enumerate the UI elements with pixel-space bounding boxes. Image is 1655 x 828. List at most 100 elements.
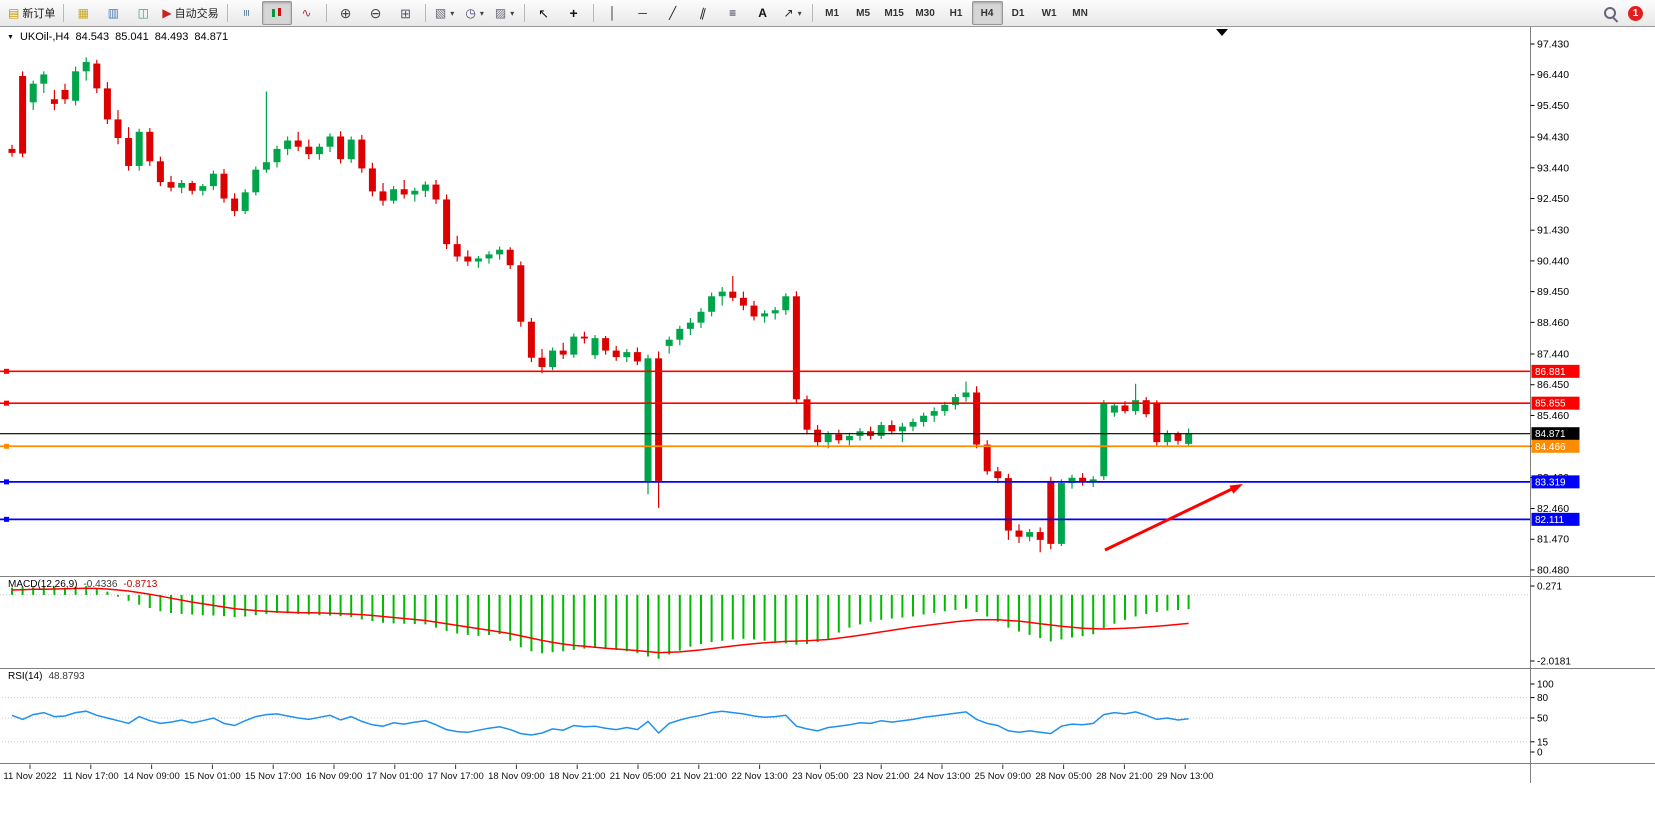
svg-text:15 Nov 17:00: 15 Nov 17:00 (245, 771, 302, 782)
toolbar-separator (523, 4, 525, 22)
text-button[interactable]: A (748, 1, 778, 25)
trendline-icon: ╱ (668, 6, 677, 20)
horizontal-line-icon: ─ (638, 6, 647, 20)
time-axis-labels[interactable]: 11 Nov 2022 11 Nov 17:00 14 Nov 09:00 15 No… (3, 764, 1213, 783)
new-chart-icon: ▧ (434, 6, 447, 20)
crosshair-button[interactable]: + (559, 1, 589, 25)
chart-windows-icon: ▦ (77, 6, 90, 20)
svg-text:22 Nov 13:00: 22 Nov 13:00 (731, 771, 788, 782)
channel-icon: ∥ (697, 5, 708, 21)
svg-text:97.430: 97.430 (1537, 39, 1569, 51)
candlestick-chart-icon (270, 7, 283, 19)
svg-text:96.440: 96.440 (1537, 69, 1569, 81)
new-chart-button[interactable]: ▧ ▾ (430, 1, 460, 25)
svg-text:11 Nov 2022: 11 Nov 2022 (3, 771, 56, 782)
notification-badge[interactable]: 1 (1628, 5, 1643, 21)
svg-text:21 Nov 21:00: 21 Nov 21:00 (671, 771, 728, 782)
toolbar-right: 1 (1603, 5, 1651, 21)
svg-text:90.440: 90.440 (1537, 255, 1569, 267)
search-icon[interactable] (1603, 6, 1618, 21)
auto-trading-icon: ▶ (162, 6, 172, 20)
svg-text:17 Nov 01:00: 17 Nov 01:00 (367, 771, 424, 782)
svg-text:87.440: 87.440 (1537, 348, 1569, 360)
horizontal-line-button[interactable]: ─ (628, 1, 658, 25)
toolbar-separator (226, 4, 228, 22)
svg-text:28 Nov 21:00: 28 Nov 21:00 (1096, 771, 1153, 782)
trend-arrow-annotation[interactable] (1104, 484, 1243, 552)
zoom-in-button[interactable]: ⊕ (331, 1, 361, 25)
pane-separators (0, 27, 1655, 783)
svg-text:86.450: 86.450 (1537, 379, 1569, 391)
chart-low: 84.493 (154, 31, 189, 43)
timeframe-h1-button[interactable]: H1 (949, 7, 963, 19)
templates-button[interactable]: ▨ ▾ (490, 1, 520, 25)
svg-text:15 Nov 01:00: 15 Nov 01:00 (184, 771, 241, 782)
periods-button[interactable]: ◷ ▾ (460, 1, 490, 25)
auto-trading-label: 自动交易 (174, 8, 219, 20)
profiles-icon: ▥ (107, 6, 120, 20)
toolbar-separator (592, 4, 594, 22)
timeframe-m1-button[interactable]: M1 (825, 7, 840, 19)
profiles-button[interactable]: ▥ (98, 1, 128, 25)
cursor-button[interactable]: ↖ (529, 1, 559, 25)
toolbar: ▤ 新订单 ▦ ▥ ◫ ▶ 自动交易 ≡ ∿ ⊕ ⊖ ⊞ ▧ ▾ ◷ ▾ ▨ ▾ ↖ + │ ─ ╱ ∥ ≡ A ↗ ▾ M1 M5 M1… (0, 0, 1655, 27)
chart-dropdown-icon[interactable] (7, 34, 14, 41)
chart-canvas[interactable]: 97.430 96.440 95.450 94.430 93.440 92.450 91.4… (0, 27, 1655, 828)
templates-caret-icon: ▾ (510, 8, 515, 18)
new-order-button[interactable]: ▤ 新订单 (4, 1, 59, 25)
arrows-button[interactable]: ↗ ▾ (778, 1, 808, 25)
price-level-lines[interactable] (0, 368, 1530, 522)
chart-close: 84.871 (194, 31, 229, 43)
candlesticks-button[interactable] (261, 1, 292, 25)
zoom-out-button[interactable]: ⊖ (361, 1, 391, 25)
tile-windows-button[interactable]: ⊞ (391, 1, 421, 25)
cursor-icon: ↖ (538, 5, 550, 21)
timeframe-d1-button[interactable]: D1 (1011, 7, 1025, 19)
arrows-icon: ↗ (783, 6, 794, 20)
price-axis-labels[interactable]: 97.430 96.440 95.450 94.430 93.440 92.450 91.4… (1530, 39, 1570, 577)
fibonacci-button[interactable]: ≡ (718, 1, 748, 25)
timeframe-m15-button[interactable]: M15 (884, 7, 904, 19)
line-chart-button[interactable]: ∿ (292, 1, 322, 25)
bar-chart-button[interactable]: ≡ (232, 1, 262, 25)
periods-caret-icon: ▾ (479, 8, 484, 18)
svg-text:80.480: 80.480 (1537, 564, 1569, 576)
svg-text:100: 100 (1537, 680, 1554, 691)
text-icon: A (758, 6, 767, 20)
timeframe-w1-button[interactable]: W1 (1041, 7, 1057, 19)
auto-trading-button[interactable]: ▶ 自动交易 (158, 1, 222, 25)
svg-text:92.450: 92.450 (1537, 193, 1569, 205)
candlesticks (8, 57, 1193, 553)
channel-button[interactable]: ∥ (688, 1, 718, 25)
timeframe-h4-button[interactable]: H4 (971, 1, 1003, 25)
trendline-button[interactable]: ╱ (658, 1, 688, 25)
svg-text:84.871: 84.871 (1535, 429, 1566, 440)
toolbar-button-group: ▤ 新订单 ▦ ▥ ◫ ▶ 自动交易 ≡ ∿ ⊕ ⊖ ⊞ ▧ ▾ ◷ ▾ ▨ ▾ ↖ + │ ─ ╱ ∥ ≡ A ↗ ▾ (4, 1, 817, 25)
timeframe-mn-button[interactable]: MN (1072, 7, 1088, 19)
chart-title: UKOil-,H4 84.543 85.041 84.493 84.871 (7, 31, 228, 43)
tile-windows-icon: ⊞ (400, 5, 412, 21)
macd-signal-line (11, 587, 1189, 654)
vertical-line-button[interactable]: │ (598, 1, 628, 25)
toolbar-separator (63, 4, 65, 22)
svg-text:23 Nov 05:00: 23 Nov 05:00 (792, 771, 849, 782)
vertical-line-icon: │ (608, 6, 617, 20)
svg-text:82.111: 82.111 (1535, 515, 1565, 526)
rsi-label: RSI(14) 48.8793 (8, 671, 85, 682)
templates-icon: ▨ (494, 6, 507, 20)
line-chart-icon: ∿ (301, 6, 312, 20)
svg-text:85.855: 85.855 (1535, 399, 1566, 410)
svg-text:81.470: 81.470 (1537, 534, 1569, 546)
svg-text:88.460: 88.460 (1537, 317, 1569, 329)
svg-text:82.460: 82.460 (1537, 503, 1569, 515)
chart-windows-button[interactable]: ▦ (68, 1, 98, 25)
data-window-button[interactable]: ◫ (128, 1, 158, 25)
new-order-icon: ▤ (8, 6, 20, 20)
timeframe-m30-button[interactable]: M30 (915, 7, 935, 19)
periods-icon: ◷ (465, 6, 476, 20)
svg-text:86.881: 86.881 (1535, 367, 1566, 378)
timeframe-m5-button[interactable]: M5 (856, 7, 871, 19)
svg-text:93.440: 93.440 (1537, 162, 1569, 174)
svg-text:-2.0181: -2.0181 (1537, 657, 1571, 668)
toolbar-separator (325, 4, 327, 22)
